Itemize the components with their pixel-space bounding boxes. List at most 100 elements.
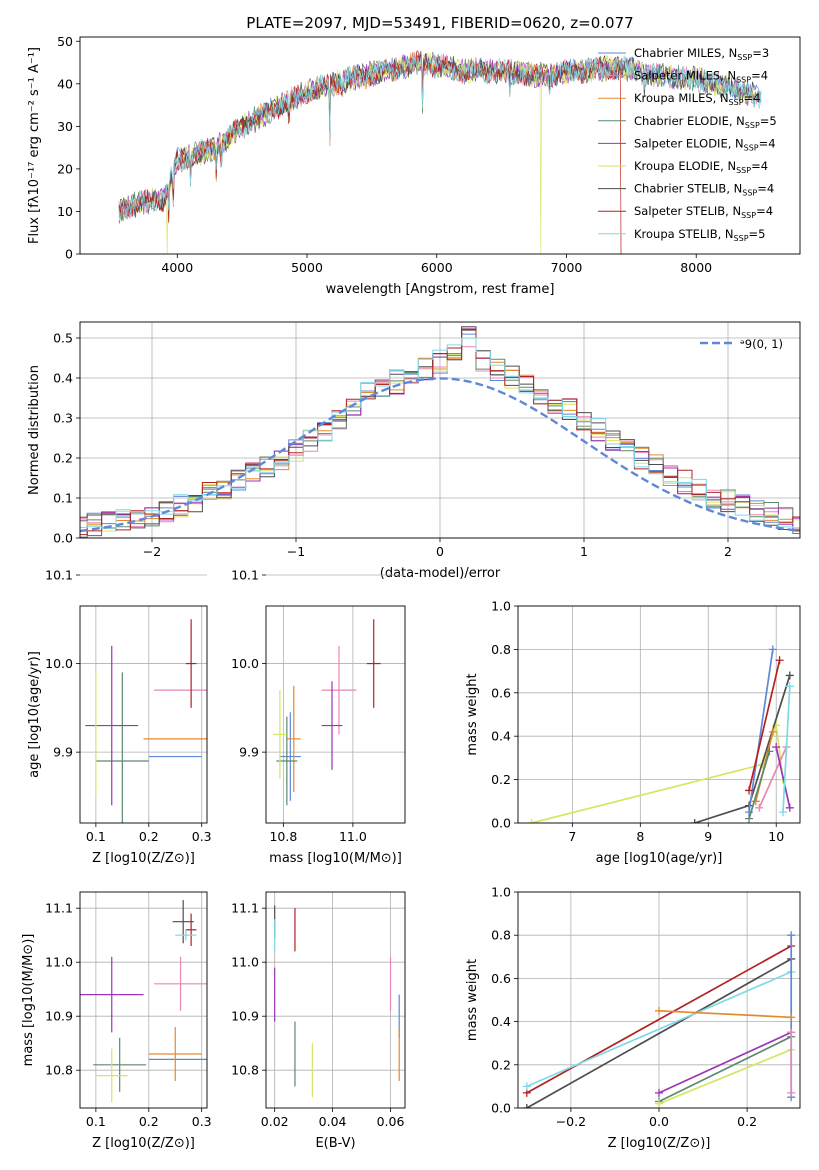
weight-series xyxy=(758,746,788,809)
figure-title: PLATE=2097, MJD=53491, FIBERID=0620, z=0… xyxy=(246,14,633,32)
x-tick-label: 8000 xyxy=(680,260,712,275)
x-tick-label: 0.3 xyxy=(192,1114,212,1129)
x-tick-label: 0.2 xyxy=(139,1114,159,1129)
x-axis-label: Z [log10(Z/Z⊙)] xyxy=(608,1136,711,1151)
weight-marker xyxy=(785,682,794,691)
weight-series xyxy=(526,971,792,1088)
x-tick-label: 10.8 xyxy=(269,829,297,844)
weight-marker xyxy=(787,1013,796,1022)
y-axis-label: Flux [fλ10⁻¹⁷ erg cm⁻² s⁻¹ A⁻¹] xyxy=(27,47,42,244)
histogram-series xyxy=(80,326,800,532)
normal-curve xyxy=(80,377,800,533)
x-axis-label: Z [log10(Z/Z⊙)] xyxy=(92,851,195,866)
legend-label: ᵊ9(0, 1) xyxy=(740,337,783,351)
weight-marker xyxy=(787,1088,796,1097)
errorbars xyxy=(85,619,207,823)
y-tick-label: 10.8 xyxy=(45,1063,73,1078)
y-tick-label: 0.4 xyxy=(491,729,511,744)
axes-frame xyxy=(79,891,208,1109)
spectrum-series xyxy=(118,50,755,218)
weight-marker xyxy=(779,808,788,817)
legend-label: Kroupa ELODIE, NSSP=4 xyxy=(634,159,768,175)
legend-label: Salpeter MILES, NSSP=4 xyxy=(634,69,768,85)
weight-marker xyxy=(655,1088,663,1097)
histogram-series xyxy=(80,337,800,529)
x-tick-label: 8 xyxy=(636,829,644,844)
weight-marker xyxy=(775,656,784,665)
weight-series xyxy=(526,945,792,1094)
weight-marker xyxy=(785,803,794,812)
x-tick-label: 11.0 xyxy=(339,829,367,844)
axes-frame xyxy=(517,891,801,1109)
errorbar-panel-mass-age: 10.8 11.0 9.9 10.0 10.1 mass [log10(M/M⊙)] xyxy=(231,568,406,866)
y-tick-label: 50 xyxy=(57,34,73,49)
weight-lines xyxy=(527,645,794,823)
histogram-series xyxy=(80,328,800,537)
x-tick-label: 5000 xyxy=(291,260,323,275)
panels: 4000 5000 6000 7000 800001020304050wavelengt… xyxy=(21,34,801,1151)
legend-label: Chabrier MILES, NSSP=3 xyxy=(634,46,769,62)
x-tick-label: 7 xyxy=(568,829,576,844)
y-tick-label: 0.4 xyxy=(53,371,73,386)
histogram-panel: −2 −1 0 1 2 0.0 0.1 0.2 0.3 0.4 0.5 (data-model)/er… xyxy=(27,321,801,581)
weight-marker xyxy=(745,814,754,823)
x-tick-label: 0.3 xyxy=(192,829,212,844)
weight-panel-age-weight: 7 8 9 10 0.0 0.2 0.4 0.6 0.8 1.0 age [log10(age/yr… xyxy=(465,599,801,866)
x-axis-label: (data-model)/error xyxy=(380,566,501,581)
y-tick-label: 10.9 xyxy=(45,1009,73,1024)
y-axis-label: mass [log10(M/M⊙)] xyxy=(21,934,36,1067)
y-tick-label: 11.1 xyxy=(45,901,73,916)
x-axis-label: Z [log10(Z/Z⊙)] xyxy=(92,1136,195,1151)
errorbars xyxy=(274,905,400,1098)
y-axis-label: mass weight xyxy=(465,673,480,755)
axes-frame xyxy=(79,36,801,255)
weight-panel-Z-weight: −0.2 0.0 0.2 0.0 0.2 0.4 0.6 0.8 1.0 Z [log10(Z/Z… xyxy=(465,885,801,1151)
histogram-series xyxy=(80,333,800,528)
y-tick-label: 30 xyxy=(57,119,73,134)
weight-marker xyxy=(522,1082,531,1091)
errorbar-panel-ebv-mass: 0.02 0.04 0.06 10.8 10.9 11.0 11.1 E(B-V) xyxy=(231,891,406,1151)
weight-series xyxy=(658,1048,792,1105)
x-tick-label: 0.1 xyxy=(86,1114,106,1129)
weight-series xyxy=(748,751,771,819)
y-axis-label: mass weight xyxy=(465,959,480,1041)
y-tick-label: 0.2 xyxy=(491,1057,511,1072)
weight-marker xyxy=(655,1099,663,1108)
legend-label: Chabrier STELIB, NSSP=4 xyxy=(634,182,774,198)
weight-marker xyxy=(787,1028,796,1037)
x-tick-label: −0.2 xyxy=(556,1114,586,1129)
axes-frame xyxy=(79,605,208,824)
spectrum-lines xyxy=(118,50,762,254)
y-tick-label: 10.8 xyxy=(231,1063,259,1078)
y-tick-label: 9.9 xyxy=(239,745,259,760)
y-tick-label: 9.9 xyxy=(53,745,73,760)
x-tick-label: 0.06 xyxy=(377,1114,405,1129)
y-tick-label: 10.0 xyxy=(45,656,73,671)
weight-marker xyxy=(768,645,777,654)
legend-label: Salpeter ELODIE, NSSP=4 xyxy=(634,136,776,152)
axes-frame xyxy=(79,321,801,539)
errorbar-panel-Z-mass: 0.1 0.2 0.3 10.8 10.9 11.0 11.1 Z [log10(Z/Z⊙)]… xyxy=(21,891,212,1151)
weight-series xyxy=(658,1035,792,1103)
y-tick-label: 10 xyxy=(57,204,73,219)
x-tick-label: 0 xyxy=(436,544,444,559)
y-tick-label: 0.4 xyxy=(491,1014,511,1029)
x-tick-label: 2 xyxy=(724,544,732,559)
axes-frame xyxy=(517,605,801,824)
x-tick-label: 4000 xyxy=(161,260,193,275)
axes-frame xyxy=(265,605,406,824)
x-tick-label: 0.2 xyxy=(737,1114,757,1129)
y-tick-label: 0.2 xyxy=(491,772,511,787)
weight-marker xyxy=(690,819,699,823)
x-axis-label: age [log10(age/yr)] xyxy=(596,851,723,866)
legend-label: Kroupa STELIB, NSSP=5 xyxy=(634,227,765,243)
y-tick-label: 0.8 xyxy=(491,928,511,943)
weight-marker xyxy=(787,931,796,940)
x-axis-label: mass [log10(M/M⊙)] xyxy=(269,851,402,866)
x-axis-label: E(B-V) xyxy=(315,1136,355,1151)
y-axis-label: Normed distribution xyxy=(27,365,42,495)
y-axis-label: age [log10(age/yr)] xyxy=(27,651,42,778)
weight-marker xyxy=(522,1104,531,1108)
weight-lines xyxy=(522,931,796,1108)
weight-series xyxy=(748,660,781,791)
